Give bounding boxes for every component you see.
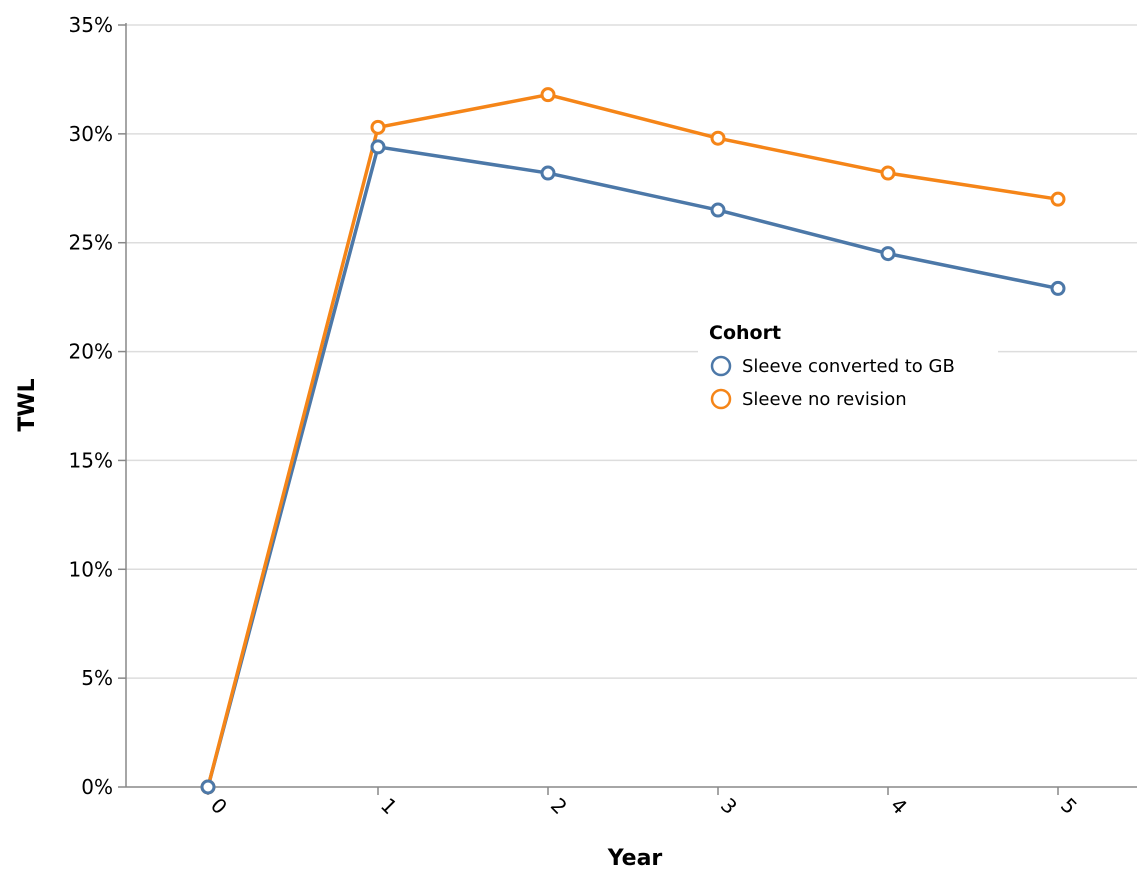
y-tick-label: 0% [81, 775, 113, 799]
y-axis-title: TWL [15, 378, 40, 431]
y-tick-label: 10% [69, 557, 113, 581]
data-point [880, 165, 896, 181]
y-tick-label: 5% [81, 666, 113, 690]
data-points [200, 87, 1066, 795]
data-point [540, 165, 556, 181]
data-point [540, 87, 556, 103]
data-point [1050, 191, 1066, 207]
y-tick-label: 15% [69, 448, 113, 472]
axes: 0% 5% 10% 15% 20% 25% 30% 35% 0 1 2 3 4 5 [69, 13, 1137, 819]
series-line [206, 92, 1060, 789]
data-point [710, 202, 726, 218]
y-tick-label: 20% [69, 340, 113, 364]
legend-symbol [710, 355, 732, 377]
x-tick-label: 0 [206, 793, 232, 819]
legend-symbol [710, 388, 732, 410]
x-axis-title: Year [607, 846, 663, 871]
series-line [206, 145, 1060, 789]
x-tick-label: 3 [716, 793, 742, 819]
legend: Cohort Sleeve converted to GB Sleeve no r… [698, 314, 998, 416]
legend-label: Sleeve converted to GB [742, 356, 955, 377]
legend-title: Cohort [709, 322, 781, 344]
data-point [200, 779, 216, 795]
data-point [370, 139, 386, 155]
x-tick-label: 2 [546, 793, 572, 819]
x-tick-label: 5 [1056, 793, 1082, 819]
data-point [370, 119, 386, 135]
x-tick-label: 1 [376, 793, 402, 819]
data-point [710, 130, 726, 146]
y-tick-label: 35% [69, 13, 113, 37]
data-point [880, 246, 896, 262]
legend-background [698, 314, 998, 416]
data-point [1050, 280, 1066, 296]
series-lines [206, 92, 1060, 789]
x-tick-label: 4 [886, 793, 912, 819]
legend-label: Sleeve no revision [742, 389, 907, 410]
legend-items: Sleeve converted to GB Sleeve no revision [710, 355, 955, 410]
y-tick-label: 25% [69, 231, 113, 255]
y-tick-label: 30% [69, 122, 113, 146]
